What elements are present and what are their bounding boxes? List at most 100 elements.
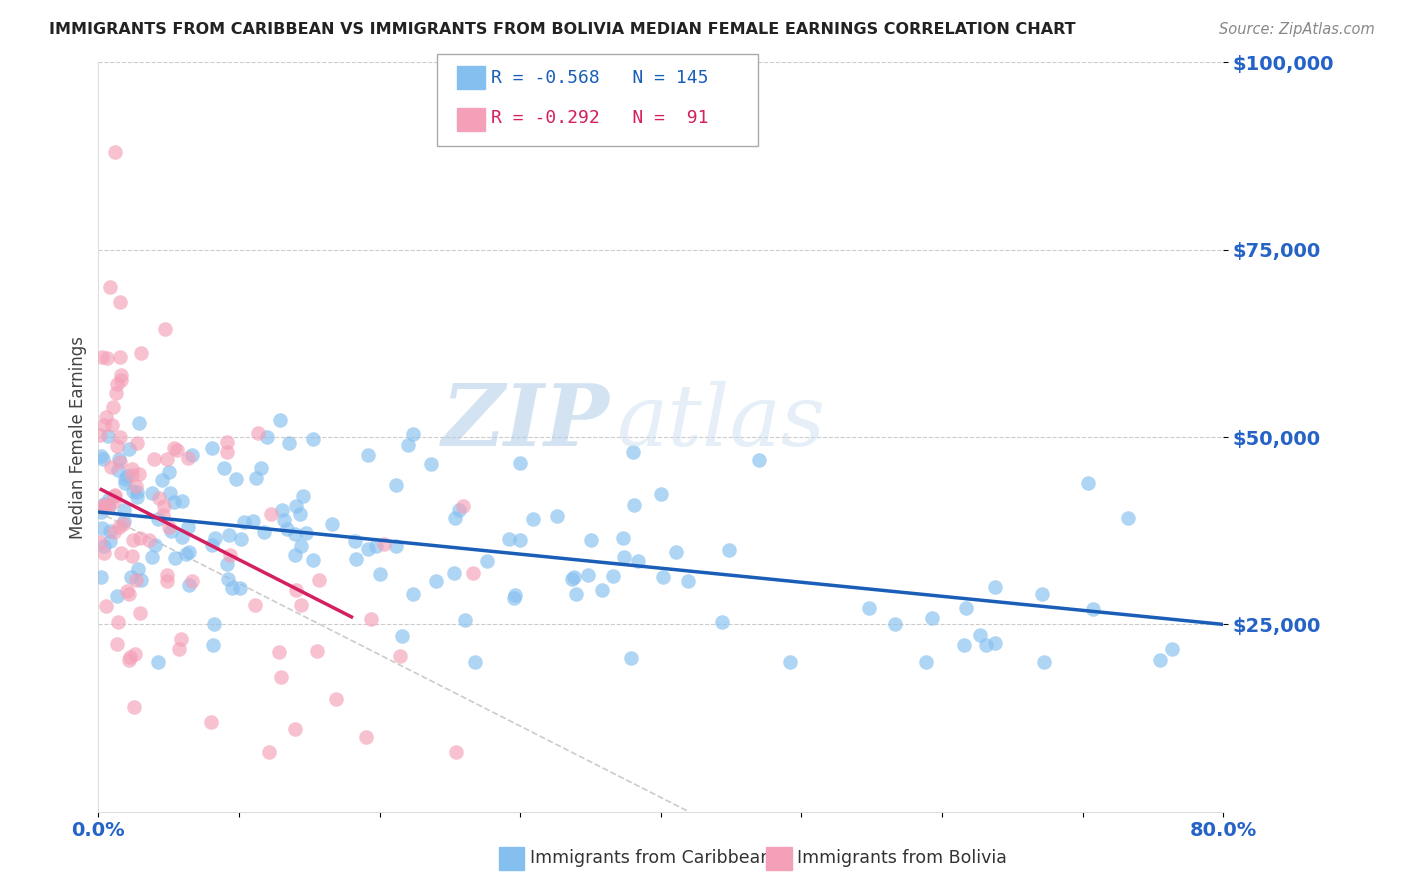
Point	[1033, 655, 1056, 669]
Point	[1161, 642, 1184, 657]
Point	[267, 645, 290, 659]
Point	[325, 692, 347, 706]
Point	[128, 417, 150, 431]
Text: ZIP: ZIP	[443, 380, 610, 464]
Text: Immigrants from Bolivia: Immigrants from Bolivia	[797, 849, 1007, 867]
Point	[366, 539, 388, 553]
Point	[167, 642, 190, 657]
Point	[202, 616, 225, 631]
Point	[921, 611, 943, 625]
Point	[565, 587, 588, 601]
Point	[105, 438, 128, 452]
Point	[150, 473, 173, 487]
Point	[218, 528, 240, 542]
Point	[112, 516, 135, 531]
Point	[464, 655, 486, 669]
Point	[176, 450, 198, 465]
Point	[344, 552, 367, 566]
Point	[612, 532, 634, 546]
Point	[181, 574, 204, 588]
Point	[157, 466, 180, 480]
Point	[284, 526, 307, 541]
Point	[103, 494, 125, 508]
Point	[89, 428, 111, 442]
Point	[94, 499, 117, 513]
Point	[451, 499, 474, 513]
Point	[141, 549, 163, 564]
Point	[155, 574, 177, 588]
Point	[98, 524, 121, 538]
Point	[117, 442, 139, 457]
Point	[174, 548, 197, 562]
Point	[627, 554, 650, 568]
Point	[115, 468, 138, 483]
Point	[969, 628, 991, 642]
Point	[110, 368, 132, 383]
Point	[172, 494, 194, 508]
Point	[98, 280, 121, 294]
Point	[225, 472, 247, 486]
Point	[503, 591, 526, 606]
Point	[955, 600, 977, 615]
Point	[229, 581, 252, 595]
Point	[117, 653, 139, 667]
Point	[717, 542, 740, 557]
Point	[402, 426, 425, 441]
Point	[152, 508, 174, 523]
Point	[285, 499, 308, 513]
Point	[425, 574, 447, 588]
Point	[129, 574, 152, 588]
Point	[128, 607, 150, 621]
Point	[217, 445, 239, 459]
Point	[419, 457, 441, 471]
Point	[914, 655, 936, 669]
Point	[229, 532, 252, 546]
Point	[454, 613, 477, 627]
Y-axis label: Median Female Earnings: Median Female Earnings	[69, 335, 87, 539]
Point	[127, 562, 149, 576]
Point	[249, 461, 271, 475]
Text: R = -0.292   N =  91: R = -0.292 N = 91	[491, 109, 709, 127]
Point	[218, 548, 240, 562]
Point	[204, 532, 226, 546]
Point	[305, 644, 328, 658]
Point	[1081, 602, 1104, 616]
Point	[883, 616, 905, 631]
Point	[200, 714, 222, 729]
Point	[118, 586, 141, 600]
Point	[122, 483, 145, 498]
Point	[858, 601, 880, 615]
Point	[710, 615, 733, 630]
Point	[108, 452, 131, 467]
Point	[91, 500, 114, 515]
Point	[107, 615, 129, 629]
Point	[953, 638, 976, 652]
Point	[105, 637, 128, 651]
Point	[388, 649, 411, 664]
Point	[270, 503, 292, 517]
Point	[1149, 653, 1171, 667]
Point	[163, 495, 186, 509]
Point	[103, 490, 125, 504]
Point	[284, 548, 307, 562]
Point	[93, 539, 115, 553]
Point	[96, 410, 118, 425]
Point	[623, 498, 645, 512]
Point	[257, 745, 280, 759]
Point	[503, 589, 526, 603]
Point	[344, 533, 367, 548]
Point	[498, 532, 520, 546]
Point	[114, 472, 136, 486]
Point	[201, 538, 224, 552]
Point	[97, 499, 120, 513]
Point	[983, 636, 1005, 650]
Point	[475, 553, 498, 567]
Point	[93, 499, 115, 513]
Point	[98, 491, 121, 506]
Point	[301, 553, 323, 567]
Point	[1116, 510, 1139, 524]
Point	[128, 531, 150, 545]
Point	[652, 570, 675, 584]
Point	[96, 351, 118, 365]
Point	[290, 539, 312, 553]
